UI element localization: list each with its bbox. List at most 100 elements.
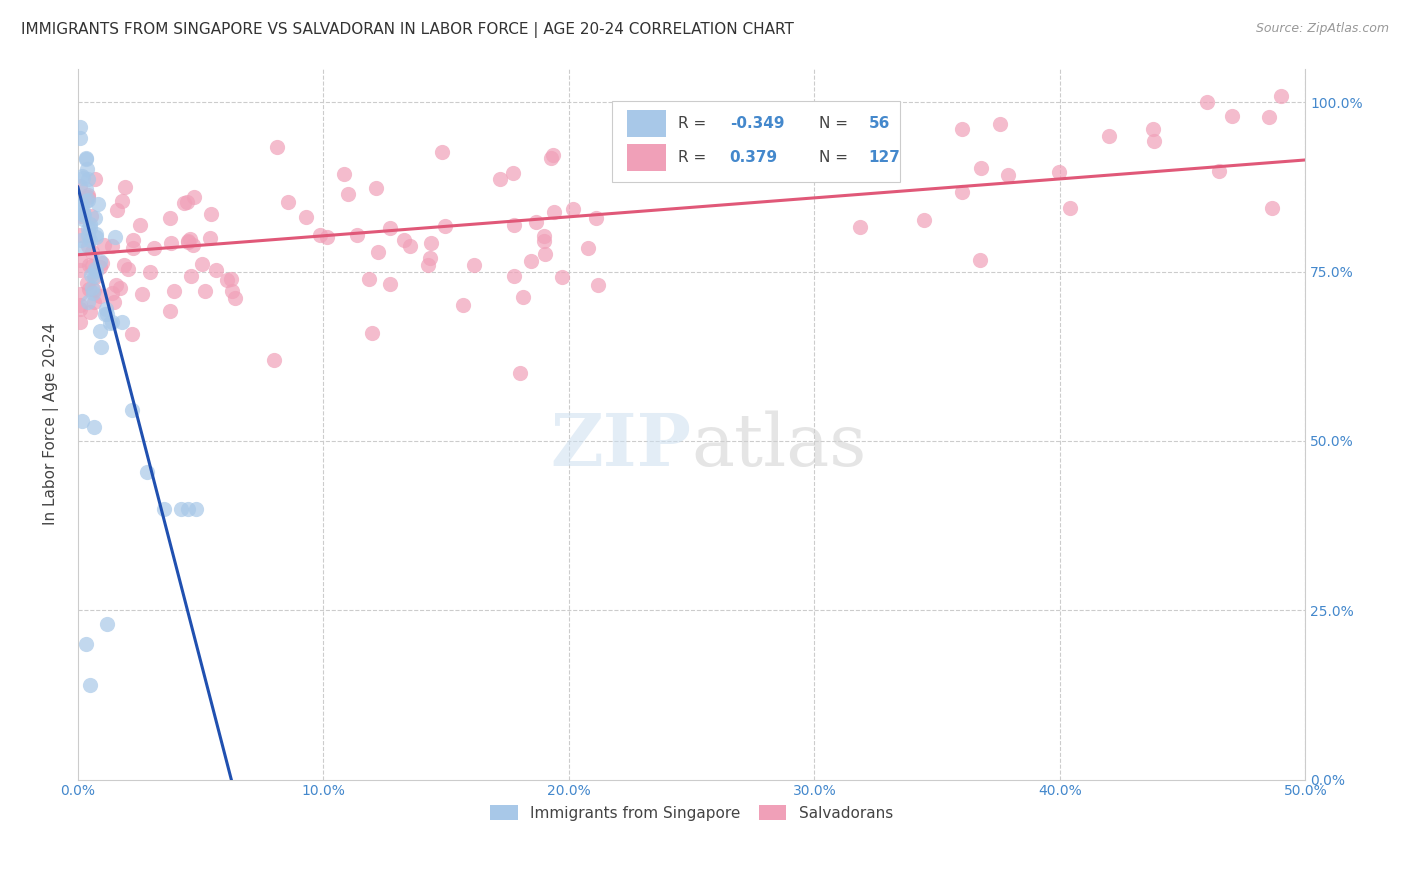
Point: [69, 178, 91, 193]
Point: [83, 269, 105, 284]
Point: [77, 172, 100, 186]
Point: [84, 227, 107, 241]
Point: [72, 198, 94, 212]
Point: [93, 237, 115, 252]
Text: atlas: atlas: [692, 410, 868, 481]
Point: [69, 131, 91, 145]
Point: [117, 261, 139, 276]
Point: [1059, 201, 1081, 215]
Point: [70, 169, 93, 183]
Point: [77, 194, 100, 208]
Point: [80, 245, 103, 260]
Point: [200, 231, 222, 245]
Point: [502, 218, 524, 232]
Point: [1098, 129, 1121, 144]
Point: [950, 185, 973, 199]
Point: [72, 211, 94, 226]
Point: [1270, 88, 1292, 103]
Point: [82, 286, 104, 301]
Text: ZIP: ZIP: [551, 410, 692, 481]
Point: [77, 228, 100, 243]
Point: [333, 167, 356, 181]
Point: [176, 234, 198, 248]
Point: [111, 315, 134, 329]
Point: [122, 233, 145, 247]
Point: [419, 235, 441, 250]
Point: [75, 152, 97, 166]
Point: [96, 616, 118, 631]
Bar: [627, 144, 666, 171]
Point: [69, 298, 91, 312]
Point: [89, 324, 111, 338]
Point: [194, 285, 217, 299]
Point: [76, 222, 98, 236]
Point: [77, 258, 100, 272]
Text: N =: N =: [820, 150, 853, 165]
Point: [1047, 165, 1070, 179]
Point: [159, 304, 181, 318]
Point: [84, 261, 107, 276]
Point: [79, 305, 101, 319]
Point: [200, 207, 222, 221]
Point: [69, 315, 91, 329]
Point: [143, 241, 166, 255]
Point: [90, 340, 112, 354]
Point: [512, 290, 534, 304]
Point: [76, 190, 98, 204]
Point: [84, 211, 107, 226]
Point: [79, 217, 101, 231]
Point: [997, 168, 1019, 182]
Point: [1142, 122, 1164, 136]
Point: [181, 237, 204, 252]
Point: [533, 234, 555, 248]
FancyBboxPatch shape: [612, 101, 900, 182]
Point: [346, 227, 368, 242]
Point: [79, 678, 101, 692]
Point: [84, 270, 107, 285]
Point: [93, 307, 115, 321]
Point: [309, 228, 332, 243]
Point: [96, 302, 118, 317]
Point: [76, 295, 98, 310]
Text: 0.379: 0.379: [730, 150, 778, 165]
Point: [72, 240, 94, 254]
Point: [159, 235, 181, 250]
Point: [295, 211, 318, 225]
Point: [80, 209, 103, 223]
Point: [277, 194, 299, 209]
Text: R =: R =: [678, 116, 711, 131]
Point: [101, 315, 124, 329]
Point: [585, 211, 607, 226]
Point: [176, 194, 198, 209]
Point: [82, 259, 104, 273]
Point: [392, 233, 415, 247]
Point: [72, 171, 94, 186]
Point: [138, 265, 160, 279]
Point: [912, 213, 935, 227]
Point: [191, 257, 214, 271]
Point: [177, 235, 200, 249]
Point: [378, 277, 401, 292]
Point: [104, 278, 127, 293]
Point: [221, 285, 243, 299]
Point: [69, 197, 91, 211]
Point: [135, 465, 157, 479]
Point: [1143, 134, 1166, 148]
Point: [69, 233, 91, 247]
Point: [75, 637, 97, 651]
Point: [128, 218, 150, 232]
Point: [79, 221, 101, 235]
Point: [336, 186, 359, 201]
Point: [541, 148, 564, 162]
Point: [180, 268, 202, 283]
Point: [509, 366, 531, 380]
Point: [111, 194, 134, 209]
Point: [131, 287, 153, 301]
Point: [540, 151, 562, 165]
Point: [122, 241, 145, 255]
Point: [76, 276, 98, 290]
Point: [108, 280, 131, 294]
Point: [84, 230, 107, 244]
Point: [69, 301, 91, 316]
Point: [170, 501, 193, 516]
